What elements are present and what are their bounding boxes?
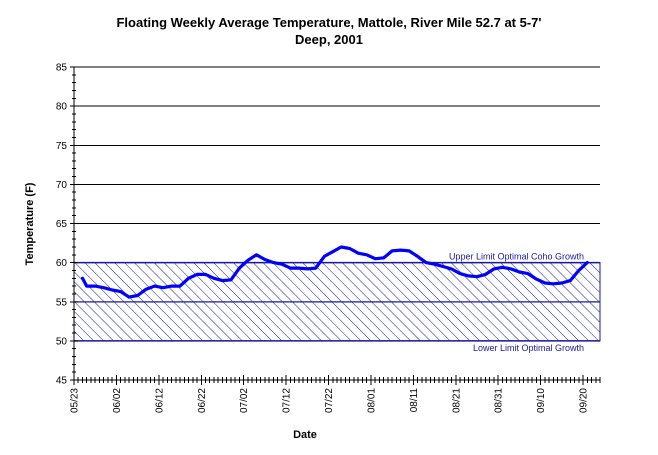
x-tick-label: 06/12: [154, 388, 165, 413]
x-tick-label: 05/23: [70, 388, 81, 413]
y-tick-label: 65: [56, 219, 68, 230]
chart-title-line-2: Deep, 2001: [295, 32, 363, 47]
y-tick-label: 80: [56, 102, 68, 113]
y-tick-label: 85: [56, 63, 68, 74]
x-axis-title: Date: [293, 429, 317, 441]
y-tick-label: 60: [56, 258, 68, 269]
x-tick-label: 08/21: [451, 388, 462, 413]
y-axis-title: Temperature (F): [24, 182, 36, 265]
x-tick-label: 09/10: [536, 388, 547, 413]
temperature-series-line: [80, 245, 589, 299]
x-tick-label: 06/02: [112, 388, 123, 413]
y-tick-label: 45: [56, 376, 68, 387]
x-tick-label: 09/20: [579, 388, 590, 413]
x-tick-label: 07/22: [324, 388, 335, 413]
chart-title-line-1: Floating Weekly Average Temperature, Mat…: [116, 15, 542, 30]
y-tick-label: 50: [56, 336, 68, 347]
series-layer: [80, 245, 589, 299]
optimal-band: Upper Limit Optimal Coho Growth Lower Lim…: [73, 252, 601, 353]
x-tick-label: 07/12: [282, 388, 293, 413]
y-tick-label: 55: [56, 297, 68, 308]
y-tick-label: 70: [56, 180, 68, 191]
lower-limit-label: Lower Limit Optimal Growth: [473, 343, 584, 353]
x-tick-label: 07/02: [239, 388, 250, 413]
axes: 45 50 55 60 65 70 75 80 85 05/23 06/02 06/12 06/22 07…: [56, 63, 601, 413]
chart-title: Floating Weekly Average Temperature, Mat…: [0, 14, 658, 48]
x-tick-label: 06/22: [197, 388, 208, 413]
y-tick-label: 75: [56, 141, 68, 152]
upper-limit-label: Upper Limit Optimal Coho Growth: [449, 252, 584, 262]
x-tick-label: 08/11: [409, 388, 420, 413]
x-tick-label: 08/01: [366, 388, 377, 413]
x-tick-label: 08/31: [494, 388, 505, 413]
